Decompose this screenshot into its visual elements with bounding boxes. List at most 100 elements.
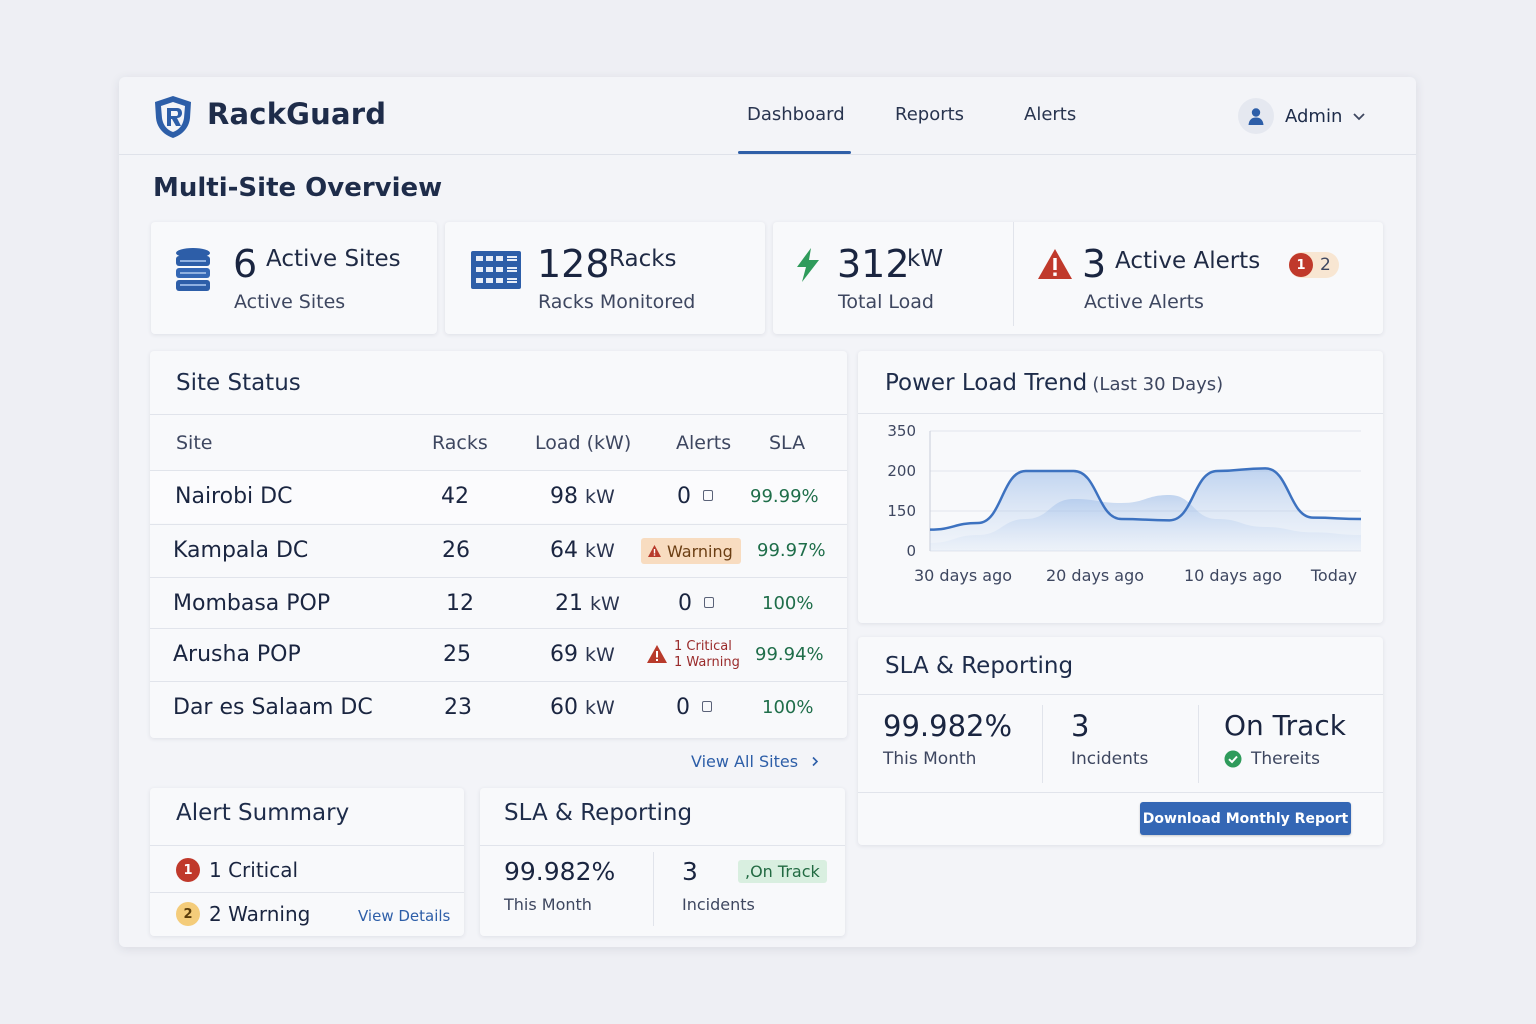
series-line-primary <box>929 467 1362 531</box>
alert-summary-title: Alert Summary <box>176 800 350 826</box>
col-racks[interactable]: Racks <box>432 432 488 454</box>
panel-divider <box>480 845 845 846</box>
y-tick-label: 200 <box>887 462 916 480</box>
site-name: Dar es Salaam DC <box>173 695 373 720</box>
database-icon <box>176 248 210 291</box>
critical-label: 1 Critical <box>674 639 732 654</box>
panel-divider <box>858 694 1383 695</box>
site-name: Kampala DC <box>173 538 309 563</box>
site-name: Nairobi DC <box>175 484 293 509</box>
table-row[interactable]: Kampala DC 26 64 kW Warning 99.97% <box>150 524 847 577</box>
racks-value: 128 <box>537 242 610 286</box>
panel-divider <box>150 414 847 415</box>
table-row[interactable]: Dar es Salaam DC 23 60 kW 0 100% <box>150 681 847 737</box>
col-site[interactable]: Site <box>176 432 213 454</box>
tab-reports[interactable]: Reports <box>895 104 965 125</box>
page-title: Multi-Site Overview <box>153 173 443 203</box>
tab-alerts[interactable]: Alerts <box>1024 104 1077 125</box>
site-racks: 12 <box>446 591 474 616</box>
trend-title: Power Load Trend (Last 30 Days) <box>885 370 1224 396</box>
x-tick-label: 20 days ago <box>1046 566 1144 585</box>
warning-count: 2 <box>1320 255 1331 275</box>
warning-summary-item[interactable]: 2 2 Warning <box>176 902 310 926</box>
col-sla[interactable]: SLA <box>769 432 806 454</box>
total-load-label: Total Load <box>838 291 934 313</box>
sla-small-label: This Month <box>504 895 592 914</box>
site-sla: 99.97% <box>757 540 826 561</box>
racks-unit: Racks <box>609 246 677 272</box>
on-track-badge: ,On Track <box>738 860 827 883</box>
no-alerts-icon <box>702 701 712 712</box>
site-sla: 99.94% <box>755 644 824 665</box>
lightning-icon <box>797 248 819 282</box>
col-load[interactable]: Load (kW) <box>535 432 632 454</box>
table-row[interactable]: Mombasa POP 12 21 kW 0 100% <box>150 577 847 630</box>
critical-count-badge: 1 <box>1289 253 1313 277</box>
active-alerts-unit: Active Alerts <box>1115 248 1261 274</box>
shield-logo-icon <box>155 96 191 138</box>
sla-reporting-small-panel: SLA & Reporting 99.982% This Month 3 Inc… <box>480 788 845 936</box>
site-alerts: 0 <box>677 484 713 509</box>
metric-divider <box>1042 705 1043 783</box>
sla-reporting-panel: SLA & Reporting 99.982% This Month 3 Inc… <box>858 637 1383 845</box>
site-load: 21 kW <box>555 591 620 616</box>
total-load-value: 312 <box>837 242 910 286</box>
site-load: 69 kW <box>550 642 615 667</box>
active-alerts-value: 3 <box>1082 242 1107 286</box>
top-bar: RackGuard Dashboard Reports Alerts Admin <box>119 77 1416 155</box>
warning-badge: 2 <box>176 902 200 926</box>
warning-label: 2 Warning <box>209 902 311 926</box>
download-report-button[interactable]: Download Monthly Report <box>1140 802 1351 835</box>
incidents-small-value: 3 <box>682 857 698 886</box>
site-load: 64 kW <box>550 538 615 563</box>
warning-label: 1 Warning <box>674 655 740 670</box>
site-racks: 23 <box>444 695 472 720</box>
sla-month-value: 99.982% <box>883 709 1013 743</box>
chevron-down-icon <box>1353 113 1366 121</box>
active-sites-label: Active Sites <box>234 291 346 313</box>
y-tick-label: 0 <box>906 542 916 560</box>
site-status-panel: Site Status Site Racks Load (kW) Alerts … <box>150 351 847 738</box>
x-tick-label: 30 days ago <box>914 566 1012 585</box>
chevron-right-icon <box>812 756 819 767</box>
critical-badge: 1 <box>176 858 200 882</box>
panel-divider <box>858 413 1383 414</box>
warning-badge[interactable]: Warning <box>641 538 741 564</box>
site-racks: 42 <box>441 484 469 509</box>
panel-divider <box>150 845 464 846</box>
site-alerts: 0 <box>678 591 714 616</box>
table-row[interactable]: Arusha POP 25 69 kW 1 Critical 1 Warning… <box>150 628 847 681</box>
site-name: Arusha POP <box>173 642 301 667</box>
alert-breakdown[interactable]: 1 Critical 1 Warning <box>674 639 740 671</box>
user-menu[interactable]: Admin <box>1238 98 1366 134</box>
stat-card-racks: 128 Racks Racks Monitored <box>445 222 765 334</box>
server-rack-icon <box>471 251 521 289</box>
view-all-sites-link[interactable]: View All Sites <box>691 752 819 771</box>
tab-dashboard[interactable]: Dashboard <box>747 104 845 125</box>
site-alerts: 0 <box>676 695 712 720</box>
site-sla: 100% <box>762 697 814 718</box>
stat-divider <box>1013 222 1014 326</box>
critical-summary-item[interactable]: 1 1 Critical <box>176 858 298 882</box>
table-row[interactable]: Nairobi DC 42 98 kW 0 99.99% <box>150 470 847 523</box>
x-tick-label: 10 days ago <box>1184 566 1282 585</box>
power-trend-panel: Power Load Trend (Last 30 Days) 350 200 15… <box>858 351 1383 623</box>
col-alerts[interactable]: Alerts <box>676 432 732 454</box>
metric-divider <box>1198 705 1199 783</box>
y-tick-label: 150 <box>887 502 916 520</box>
brand-name: RackGuard <box>207 97 387 131</box>
alert-summary-panel: Alert Summary 1 1 Critical 2 2 Warning V… <box>150 788 464 936</box>
panel-divider <box>150 892 464 893</box>
sla-panel-title: SLA & Reporting <box>885 653 1074 679</box>
critical-label: 1 Critical <box>209 858 299 882</box>
series-area-primary <box>930 468 1361 551</box>
active-sites-value: 6 <box>233 242 258 286</box>
power-load-chart[interactable]: 350 200 150 0 30 days ago 20 days ago 10 days … <box>858 414 1383 614</box>
warning-icon <box>648 545 661 557</box>
user-name: Admin <box>1285 105 1343 127</box>
x-tick-label: Today <box>1310 566 1357 585</box>
no-alerts-icon <box>703 490 713 501</box>
site-load: 98 kW <box>550 484 615 509</box>
y-tick-label: 350 <box>887 422 916 440</box>
view-details-link[interactable]: View Details <box>358 907 451 925</box>
